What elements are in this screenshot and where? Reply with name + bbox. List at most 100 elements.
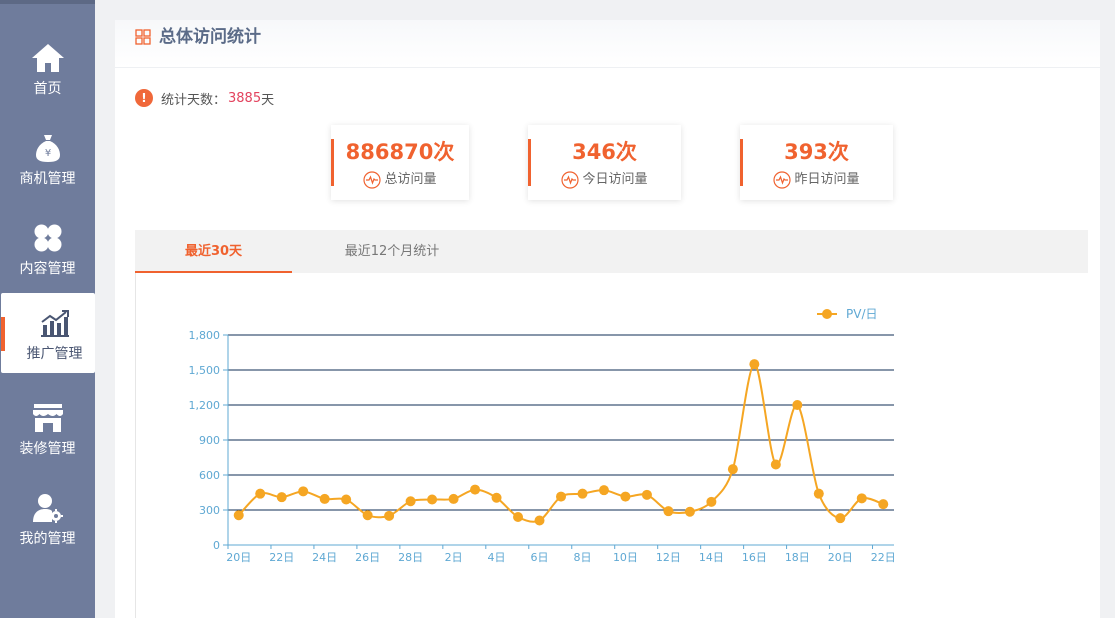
pulse-icon (363, 171, 382, 189)
data-point (577, 488, 588, 499)
sidebar-item-home[interactable]: 首页 (0, 28, 95, 108)
y-tick-label: 600 (199, 469, 220, 482)
data-point (405, 496, 416, 507)
x-tick-label: 4日 (488, 551, 506, 564)
data-point (620, 491, 631, 502)
sidebar-item-label: 推广管理 (26, 346, 83, 362)
data-point (362, 510, 373, 521)
data-point (727, 464, 738, 475)
stat-label: 今日访问量 (582, 172, 648, 187)
data-point (813, 488, 824, 499)
data-point (534, 515, 545, 526)
stat-accent (528, 139, 531, 186)
stat-label: 总访问量 (384, 172, 437, 187)
sidebar-top-line (0, 0, 95, 4)
stat-accent (740, 139, 743, 186)
data-point (770, 459, 781, 470)
page-title: 总体访问统计 (159, 27, 261, 47)
sidebar-item-opportunities[interactable]: ¥ 商机管理 (0, 118, 95, 198)
stat-accent (331, 139, 334, 186)
data-point (276, 492, 287, 503)
data-point (749, 359, 760, 370)
x-tick-label: 8日 (573, 551, 591, 564)
data-point (427, 494, 438, 505)
data-point (384, 510, 395, 521)
stat-value: 393次 (784, 140, 849, 164)
y-tick-label: 1,500 (189, 364, 221, 377)
data-point (513, 512, 524, 522)
stat-card-total: 886870次 总访问量 (331, 125, 469, 200)
panel-gutter (95, 0, 115, 314)
x-tick-label: 12日 (656, 551, 681, 564)
x-tick-label: 20日 (226, 551, 251, 564)
x-tick-label: 26日 (355, 551, 380, 564)
active-indicator (1, 317, 5, 351)
data-point (684, 506, 695, 517)
growth-chart-icon (40, 310, 69, 337)
x-tick-label: 22日 (871, 551, 896, 564)
sidebar-item-promotion[interactable]: 推广管理 (1, 293, 95, 373)
sidebar-item-decoration[interactable]: 装修管理 (0, 388, 95, 468)
stat-card-today: 346次 今日访问量 (528, 125, 681, 200)
data-point (448, 493, 459, 504)
data-point (341, 494, 352, 505)
stats-panel: 总体访问统计 ! 统计天数： 3885 天 886870次 总访问量 346次 … (115, 20, 1100, 618)
tab-last-30-days[interactable]: 最近30天 (135, 230, 292, 277)
data-point (792, 400, 803, 410)
data-point (491, 492, 502, 503)
sidebar-item-label: 商机管理 (19, 171, 76, 187)
sidebar-item-content[interactable]: 内容管理 (0, 208, 95, 288)
sidebar: 首页 ¥ 商机管理 内容管理 推广管理 装修管理 我的管理 (0, 0, 95, 618)
tab-label: 最近30天 (184, 244, 243, 259)
tab-label: 最近12个月统计 (344, 244, 440, 259)
warning-icon: ! (135, 89, 153, 107)
chart-container (135, 273, 1089, 618)
legend-marker (822, 309, 832, 319)
x-tick-label: 28日 (398, 551, 423, 564)
sidebar-item-mine[interactable]: 我的管理 (0, 478, 95, 558)
days-unit: 天 (261, 92, 275, 108)
pv-line-chart: 0 300 600 900 1,200 1,500 1,800 20日 22日 24日 26日 28日… (189, 307, 896, 564)
x-tick-label: 6日 (531, 551, 549, 564)
data-point (598, 485, 609, 496)
stat-card-yesterday: 393次 昨日访问量 (740, 125, 893, 200)
y-tick-label: 1,800 (189, 329, 221, 342)
grid-icon (135, 29, 151, 45)
x-tick-label: 22日 (269, 551, 294, 564)
sidebar-item-label: 首页 (33, 81, 62, 97)
data-point (878, 499, 889, 510)
days-row: ! 统计天数： 3885 天 (135, 88, 274, 108)
tab-last-12-months[interactable]: 最近12个月统计 (292, 230, 492, 273)
days-value: 3885 (228, 90, 262, 106)
days-label: 统计天数： (161, 92, 227, 108)
x-tick-label: 16日 (742, 551, 767, 564)
data-point (835, 513, 846, 524)
money-bag-icon: ¥ (35, 135, 60, 162)
sidebar-item-label: 内容管理 (19, 261, 76, 277)
x-tick-label: 24日 (312, 551, 337, 564)
data-point (706, 496, 717, 507)
x-tick-label: 20日 (828, 551, 853, 564)
y-tick-label: 1,200 (189, 399, 221, 412)
data-point (856, 493, 867, 504)
pulse-icon (561, 171, 580, 189)
sidebar-item-label: 我的管理 (19, 531, 76, 547)
data-point (556, 491, 566, 502)
data-point (641, 489, 652, 500)
x-tick-label: 14日 (699, 551, 724, 564)
x-tick-label: 18日 (785, 551, 810, 564)
data-point (663, 506, 674, 517)
y-tick-label: 300 (199, 504, 220, 517)
x-tick-label: 10日 (613, 551, 638, 564)
data-point (319, 493, 330, 504)
data-point (298, 486, 309, 497)
stat-value: 886870次 (345, 140, 455, 164)
stat-label: 昨日访问量 (794, 172, 860, 187)
y-tick-label: 900 (199, 434, 220, 447)
panel-header: 总体访问统计 (115, 20, 1100, 68)
user-gear-icon (32, 494, 63, 523)
data-point (233, 510, 244, 521)
svg-text:¥: ¥ (44, 148, 50, 159)
y-tick-label: 0 (213, 539, 220, 552)
sidebar-item-label: 装修管理 (19, 441, 76, 457)
